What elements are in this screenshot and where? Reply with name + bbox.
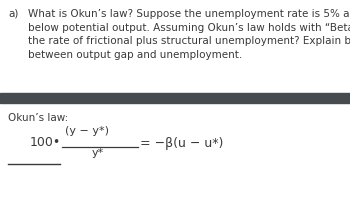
Text: a): a) <box>8 9 18 19</box>
Text: = −β(u − u*): = −β(u − u*) <box>140 137 223 149</box>
Text: Okun’s law:: Okun’s law: <box>8 113 68 123</box>
Text: 100•: 100• <box>30 137 61 149</box>
Text: y*: y* <box>92 148 104 158</box>
Text: What is Okun’s law? Suppose the unemployment rate is 5% and actual output is 1%
: What is Okun’s law? Suppose the unemploy… <box>28 9 350 60</box>
Text: (y − y*): (y − y*) <box>65 126 109 136</box>
Bar <box>0 93 350 103</box>
